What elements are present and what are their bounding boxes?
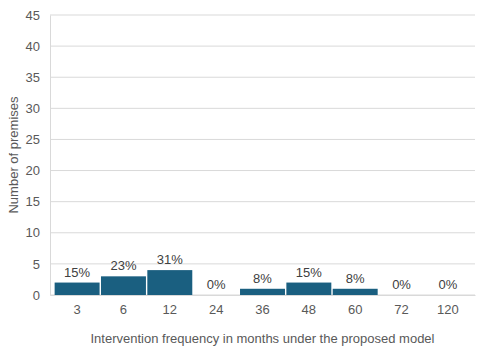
y-axis-line <box>50 16 51 296</box>
bar <box>55 283 100 295</box>
x-tick: 60 <box>348 295 362 317</box>
x-tick-label: 72 <box>394 302 408 317</box>
bar-label: 0% <box>207 277 226 292</box>
bars <box>55 270 378 295</box>
x-tick: 6 <box>120 295 127 317</box>
bar-label: 8% <box>346 271 365 286</box>
x-tick-label: 3 <box>73 302 80 317</box>
grid-line <box>50 232 475 233</box>
x-tick: 120 <box>437 295 459 317</box>
bar-label: 15% <box>296 265 322 280</box>
bar <box>333 289 378 295</box>
bar <box>194 295 239 296</box>
y-axis-title: Number of premises <box>6 96 21 214</box>
bar <box>147 270 192 295</box>
x-tick: 36 <box>255 295 269 317</box>
y-tick-label: 45 <box>26 8 40 23</box>
y-tick: 0 <box>33 288 50 303</box>
x-axis-title: Intervention frequency in months under t… <box>91 331 435 346</box>
bar-label: 0% <box>392 277 411 292</box>
chart: 0510152025303540453612243648607212015%23… <box>0 0 480 352</box>
bar <box>425 295 470 296</box>
y-tick-label: 30 <box>26 101 40 116</box>
x-tick: 48 <box>302 295 316 317</box>
x-tick-label: 12 <box>163 302 177 317</box>
x-tick: 3 <box>73 295 80 317</box>
y-tick-label: 25 <box>26 132 40 147</box>
grid-line <box>50 77 475 78</box>
x-tick-label: 120 <box>437 302 459 317</box>
x-axis-line <box>51 295 476 296</box>
grid-line <box>50 108 475 109</box>
x-tick-label: 24 <box>209 302 223 317</box>
bar-label: 0% <box>438 277 457 292</box>
bar-label: 8% <box>253 271 272 286</box>
bar <box>101 276 146 295</box>
y-tick: 30 <box>26 101 50 116</box>
y-tick: 45 <box>26 8 50 23</box>
x-axis: 36122436486072120 <box>51 295 476 317</box>
grid-line <box>50 201 475 202</box>
x-tick: 12 <box>163 295 177 317</box>
bar-labels: 15% 23% 31% 0% 8% 15% 8% 0% 0% <box>64 252 458 292</box>
y-tick-label: 10 <box>26 225 40 240</box>
y-tick-label: 5 <box>33 257 40 272</box>
y-tick: 40 <box>26 39 50 54</box>
x-tick: 72 <box>394 295 408 317</box>
y-tick: 20 <box>26 163 50 178</box>
y-tick: 15 <box>26 194 50 209</box>
x-tick: 24 <box>209 295 223 317</box>
y-tick-label: 40 <box>26 39 40 54</box>
grid-line <box>50 46 475 47</box>
x-tick-label: 6 <box>120 302 127 317</box>
y-tick-label: 15 <box>26 194 40 209</box>
y-tick-label: 35 <box>26 70 40 85</box>
y-tick: 25 <box>26 132 50 147</box>
y-tick-label: 20 <box>26 163 40 178</box>
bar-label: 15% <box>64 265 90 280</box>
grid-line <box>50 170 475 171</box>
grid <box>50 15 475 295</box>
grid-line <box>50 15 475 16</box>
y-tick-label: 0 <box>33 288 40 303</box>
grid-line <box>50 139 475 140</box>
bar <box>240 289 285 295</box>
y-tick: 10 <box>26 225 50 240</box>
x-tick-label: 60 <box>348 302 362 317</box>
bar-label: 23% <box>110 258 136 273</box>
y-axis: 0 5 10 15 20 25 30 35 40 45 <box>26 8 51 303</box>
x-tick-label: 36 <box>255 302 269 317</box>
y-tick: 35 <box>26 70 50 85</box>
plot: 0510152025303540453612243648607212015%23… <box>26 8 476 318</box>
bar <box>286 283 331 295</box>
y-tick: 5 <box>33 257 50 272</box>
x-tick-label: 48 <box>302 302 316 317</box>
bar-label: 31% <box>157 252 183 267</box>
bar <box>379 295 424 296</box>
